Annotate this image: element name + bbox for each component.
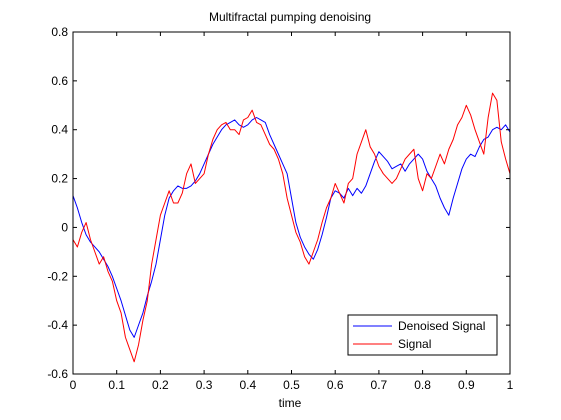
y-tick-label: 0.4	[51, 123, 68, 137]
x-axis-label: time	[279, 396, 302, 410]
x-tick-label: 0.4	[239, 378, 256, 392]
x-tick-label: 0.8	[414, 378, 431, 392]
x-axis: 0 0.1 0.2 0.3 0.4 0.5 0.6 0.7 0.8 0.9 1	[70, 32, 514, 392]
x-tick-label: 0.7	[371, 378, 388, 392]
x-tick-label: 0.6	[327, 378, 344, 392]
y-tick-label: -0.2	[47, 269, 68, 283]
chart-title: Multifractal pumping denoising	[209, 10, 371, 24]
x-tick-label: 0.2	[152, 378, 169, 392]
x-tick-label: 0.9	[458, 378, 475, 392]
series-line-denoised-signal	[72, 117, 511, 338]
series-line-signal	[72, 92, 511, 363]
x-tick-label: 0.3	[196, 378, 213, 392]
x-tick-label: 0.5	[283, 378, 300, 392]
series-layer	[72, 92, 511, 363]
x-tick-label: 1	[507, 378, 514, 392]
legend-box	[347, 314, 498, 356]
y-tick-label: 0.8	[51, 25, 68, 39]
x-tick-label: 0	[70, 378, 77, 392]
y-tick-label: 0.2	[51, 172, 68, 186]
legend-label-signal: Signal	[398, 337, 431, 351]
y-tick-label: 0	[61, 220, 68, 234]
y-tick-label: 0.6	[51, 74, 68, 88]
y-tick-label: -0.6	[47, 367, 68, 381]
y-axis: -0.6 -0.4 -0.2 0 0.2 0.4 0.6 0.8	[47, 25, 510, 381]
legend: Denoised Signal Signal	[347, 314, 498, 356]
y-tick-label: -0.4	[47, 318, 68, 332]
legend-label-denoised-signal: Denoised Signal	[398, 319, 485, 333]
x-tick-label: 0.1	[108, 378, 125, 392]
